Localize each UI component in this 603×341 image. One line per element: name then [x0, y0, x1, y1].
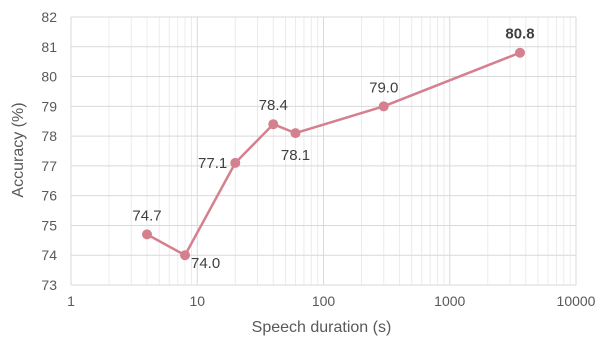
data-label: 79.0	[369, 79, 398, 96]
x-tick-label: 1000	[434, 293, 465, 309]
data-label: 74.7	[132, 207, 161, 224]
data-point	[514, 47, 525, 58]
x-tick-label: 10000	[557, 293, 596, 309]
x-tick-label: 10	[189, 293, 205, 309]
y-tick-label: 82	[41, 9, 57, 25]
axes: 1 10 100 1000 10000 73 74 75 76 77 78 79 80 81 82	[41, 9, 595, 309]
data-labels: 74.7 74.0 77.1 78.4 78.1 79.0 80.8	[132, 26, 534, 272]
y-tick-label: 77	[41, 158, 57, 174]
x-tick-label: 100	[312, 293, 336, 309]
y-tick-label: 81	[41, 39, 57, 55]
data-point	[180, 250, 191, 261]
y-tick-label: 80	[41, 69, 57, 85]
data-point	[268, 119, 279, 130]
data-label: 74.0	[191, 255, 220, 272]
x-axis-label: Speech duration (s)	[252, 319, 392, 336]
data-point	[378, 101, 389, 112]
data-label: 80.8	[505, 26, 534, 43]
y-tick-label: 75	[41, 217, 57, 233]
data-point	[142, 229, 153, 240]
data-label: 78.1	[281, 147, 310, 164]
y-tick-label: 76	[41, 188, 57, 204]
grid	[70, 16, 577, 286]
data-point	[290, 128, 301, 139]
x-tick-label: 1	[67, 293, 75, 309]
data-point	[230, 157, 241, 168]
y-tick-label: 73	[41, 277, 57, 293]
y-tick-label: 74	[41, 247, 57, 263]
series	[142, 47, 525, 261]
data-label: 77.1	[198, 155, 227, 172]
y-axis-label: Accuracy (%)	[10, 102, 27, 197]
y-tick-label: 78	[41, 128, 57, 144]
y-tick-label: 79	[41, 98, 57, 114]
data-label: 78.4	[259, 97, 288, 114]
